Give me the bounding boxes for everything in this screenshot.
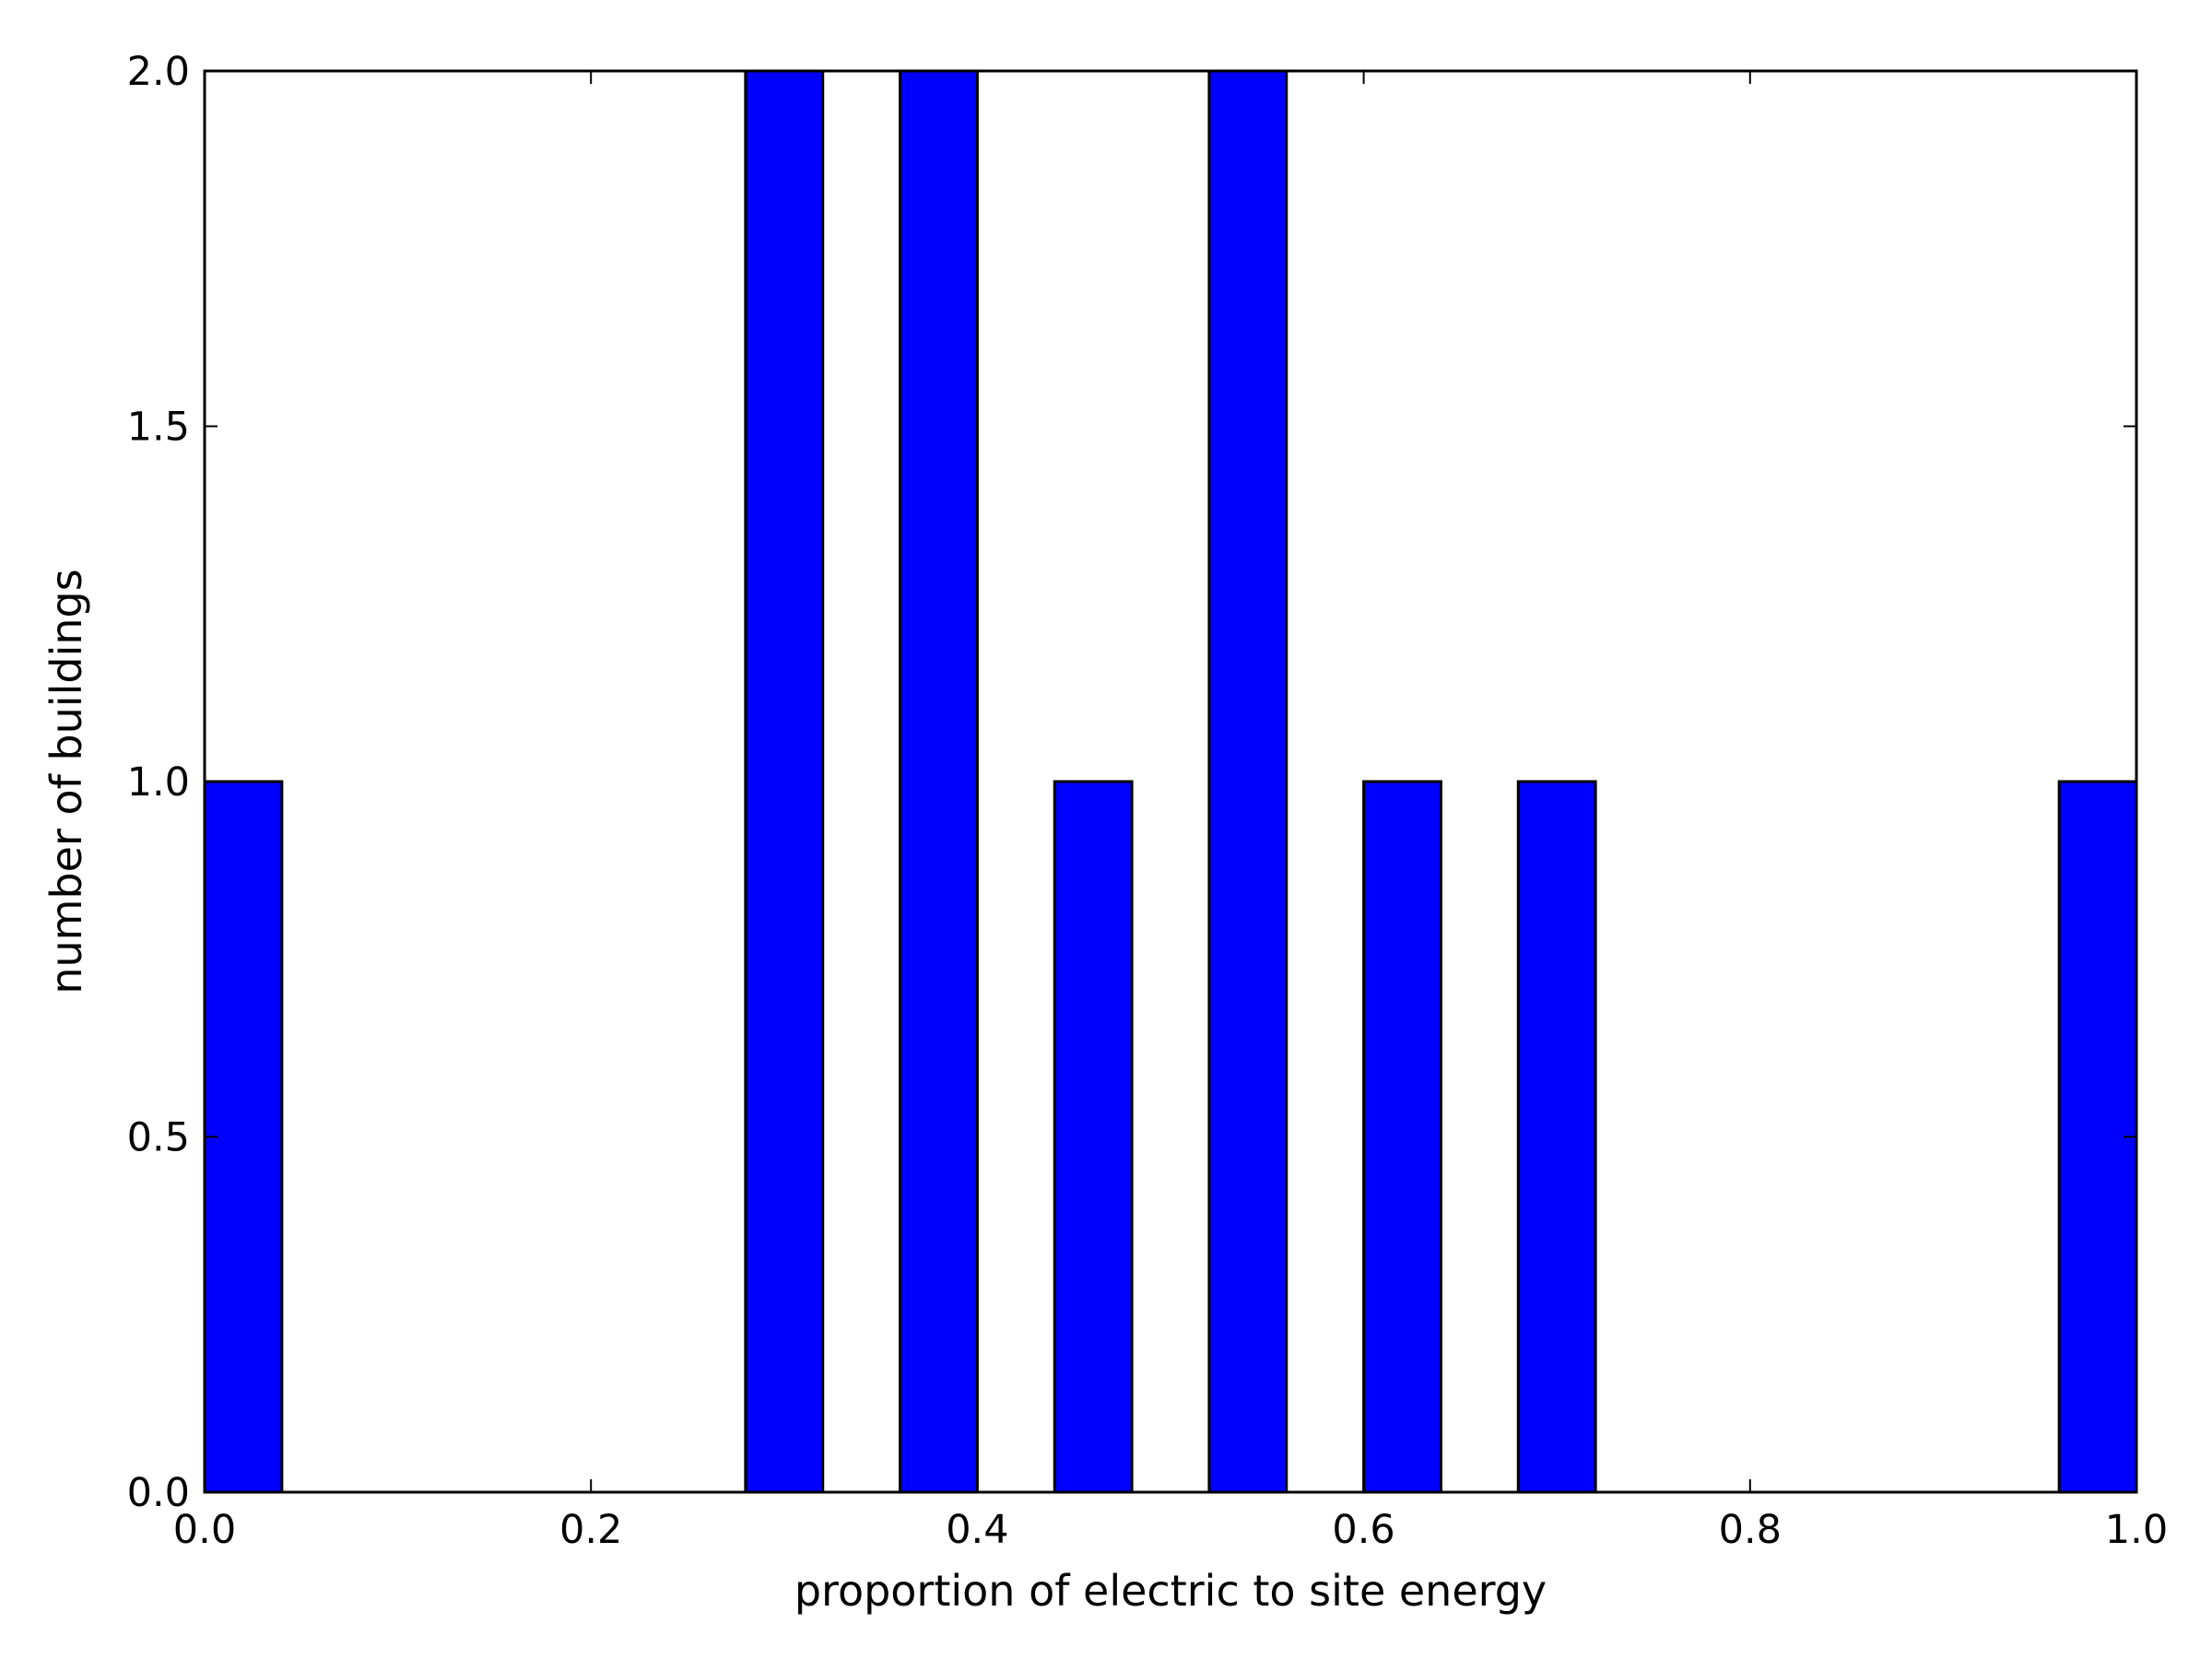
histogram-bar-6 (1516, 780, 1597, 1494)
histogram-bar-3 (1053, 780, 1134, 1494)
histogram-bar-5 (1362, 780, 1442, 1494)
y-axis-label: number of buildings (41, 569, 91, 994)
histogram-bar-4 (1207, 69, 1288, 1494)
x-tick-label-0: 0.0 (173, 1507, 236, 1553)
bars-group (203, 69, 2138, 1494)
y-tick-label-3: 1.5 (127, 405, 190, 451)
y-tick-label-1: 0.5 (127, 1115, 190, 1161)
histogram-bar-1 (744, 69, 825, 1494)
x-tick-label-1: 0.2 (559, 1507, 622, 1553)
y-tick-label-2: 1.0 (127, 759, 190, 806)
y-tick-label-0: 0.0 (127, 1470, 190, 1516)
histogram-bar-2 (899, 69, 979, 1494)
x-tick-label-5: 1.0 (2105, 1507, 2168, 1553)
x-tick-label-2: 0.4 (946, 1507, 1008, 1553)
y-tick-label-4: 2.0 (127, 49, 190, 95)
x-tick-label-3: 0.6 (1332, 1507, 1394, 1553)
x-axis-label: proportion of electric to site energy (794, 1566, 1547, 1616)
plot-frame (203, 69, 2138, 1494)
ticks-group: 0.0 0.2 0.4 0.6 0.8 1.0 0.0 0.5 1.0 1.5 2.0 (127, 49, 2169, 1553)
x-tick-label-4: 0.8 (1719, 1507, 1782, 1553)
